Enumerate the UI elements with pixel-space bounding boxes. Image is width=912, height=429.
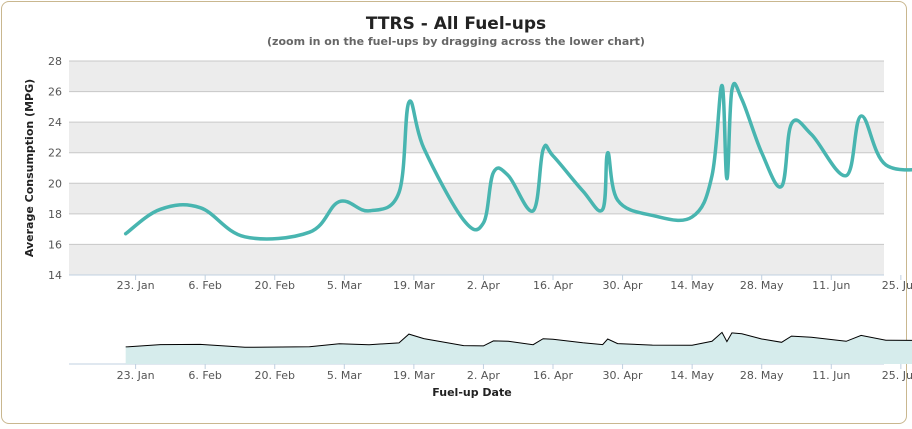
y-tick-label: 14 — [48, 269, 62, 282]
navigator-tick-label: 6. Feb — [188, 369, 221, 382]
grid-lines — [69, 60, 884, 276]
y-axis: 14 16 18 20 22 24 26 28 — [48, 55, 62, 282]
y-tick-label: 28 — [48, 55, 62, 68]
navigator-tick-label: 30. Apr — [603, 369, 643, 382]
plot-band — [69, 183, 884, 214]
x-tick-label: 5. Mar — [327, 279, 362, 292]
x-tick-label: 16. Apr — [533, 279, 573, 292]
y-tick-label: 26 — [48, 86, 62, 99]
chart-subtitle: (zoom in on the fuel-ups by dragging acr… — [267, 35, 645, 48]
chart-title: TTRS - All Fuel-ups — [366, 14, 546, 34]
navigator-x-axis: 23. Jan 6. Feb 20. Feb 5. Mar 19. Mar 2. Apr 1… — [117, 364, 912, 382]
navigator-tick-label: 16. Apr — [533, 369, 573, 382]
y-tick-label: 20 — [48, 177, 62, 190]
x-tick-label: 30. Apr — [603, 279, 643, 292]
navigator-chart[interactable] — [69, 331, 912, 365]
y-tick-label: 18 — [48, 208, 62, 221]
navigator-line — [125, 331, 912, 348]
x-tick-label: 6. Feb — [188, 279, 221, 292]
navigator-tick-label: 25. Jun — [882, 369, 912, 382]
plot-band — [69, 61, 884, 92]
x-axis-title: Fuel-up Date — [432, 386, 511, 399]
navigator-tick-label: 23. Jan — [117, 369, 155, 382]
x-tick-label: 2. Apr — [467, 279, 500, 292]
x-tick-label: 19. Mar — [393, 279, 435, 292]
navigator-area — [125, 332, 912, 364]
x-axis: 23. Jan 6. Feb 20. Feb 5. Mar 19. Mar 2. Apr 1… — [69, 274, 912, 292]
y-tick-label: 24 — [48, 116, 62, 129]
plot-band — [69, 244, 884, 275]
y-axis-title: Average Consumption (MPG) — [23, 79, 36, 257]
navigator-tick-label: 11. Jun — [812, 369, 850, 382]
navigator-tick-label: 5. Mar — [327, 369, 362, 382]
x-tick-label: 25. Jun — [882, 279, 912, 292]
y-tick-label: 22 — [48, 147, 62, 160]
series-line — [123, 81, 912, 241]
x-tick-label: 23. Jan — [117, 279, 155, 292]
navigator-tick-label: 28. May — [740, 369, 784, 382]
navigator-tick-label: 19. Mar — [393, 369, 435, 382]
navigator-tick-label: 14. May — [670, 369, 714, 382]
plot-bands — [69, 61, 884, 275]
y-tick-label: 16 — [48, 238, 62, 251]
x-tick-label: 14. May — [670, 279, 714, 292]
navigator-tick-label: 2. Apr — [467, 369, 500, 382]
x-tick-label: 11. Jun — [812, 279, 850, 292]
plot-band — [69, 122, 884, 153]
series-layer — [123, 81, 912, 241]
navigator-tick-label: 20. Feb — [255, 369, 295, 382]
x-tick-label: 28. May — [740, 279, 784, 292]
x-tick-label: 20. Feb — [255, 279, 295, 292]
